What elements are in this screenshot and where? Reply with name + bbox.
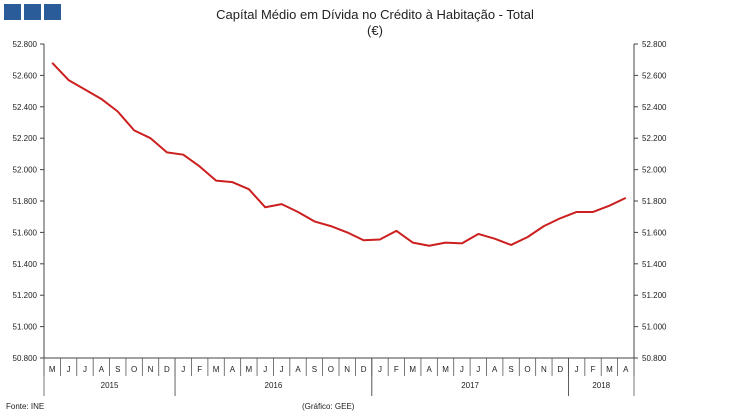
y-tick-label-left: 51.800 bbox=[13, 197, 38, 206]
y-tick-label-right: 51.800 bbox=[642, 197, 667, 206]
y-tick-label-left: 50.800 bbox=[13, 354, 38, 363]
y-tick-label-right: 52.600 bbox=[642, 71, 667, 80]
year-label: 2017 bbox=[461, 381, 479, 390]
x-tick-label: D bbox=[557, 365, 563, 374]
x-tick-label: J bbox=[280, 365, 284, 374]
logo bbox=[4, 4, 61, 20]
x-tick-label: A bbox=[492, 365, 498, 374]
x-tick-label: A bbox=[623, 365, 629, 374]
y-tick-label-right: 52.200 bbox=[642, 134, 667, 143]
y-tick-label-left: 52.000 bbox=[13, 166, 38, 175]
chart-credit: (Gráfico: GEE) bbox=[302, 402, 355, 411]
chart-title-block: Capítal Médio em Dívida no Crédito à Hab… bbox=[0, 7, 750, 39]
x-tick-label: S bbox=[115, 365, 120, 374]
chart-title: Capítal Médio em Dívida no Crédito à Hab… bbox=[216, 7, 534, 22]
x-tick-label: M bbox=[442, 365, 449, 374]
y-tick-label-right: 52.400 bbox=[642, 103, 667, 112]
x-tick-label: A bbox=[99, 365, 105, 374]
y-tick-label-right: 51.600 bbox=[642, 228, 667, 237]
x-tick-label: A bbox=[230, 365, 236, 374]
x-tick-label: M bbox=[49, 365, 56, 374]
x-tick-label: J bbox=[181, 365, 185, 374]
y-tick-label-right: 51.000 bbox=[642, 323, 667, 332]
logo-block bbox=[44, 4, 61, 20]
y-tick-label-right: 50.800 bbox=[642, 354, 667, 363]
y-tick-label-left: 51.400 bbox=[13, 260, 38, 269]
series-line bbox=[51, 62, 627, 247]
x-tick-label: J bbox=[460, 365, 464, 374]
x-tick-label: D bbox=[361, 365, 367, 374]
x-tick-label: J bbox=[575, 365, 579, 374]
x-tick-label: M bbox=[213, 365, 220, 374]
x-tick-label: M bbox=[246, 365, 253, 374]
x-tick-label: N bbox=[148, 365, 154, 374]
x-tick-label: D bbox=[164, 365, 170, 374]
year-label: 2018 bbox=[592, 381, 610, 390]
y-tick-label-right: 51.200 bbox=[642, 291, 667, 300]
logo-block bbox=[4, 4, 21, 20]
source-note: Fonte: INE bbox=[6, 402, 45, 411]
x-tick-label: N bbox=[541, 365, 547, 374]
y-tick-label-left: 52.400 bbox=[13, 103, 38, 112]
y-tick-label-left: 52.600 bbox=[13, 71, 38, 80]
x-tick-label: J bbox=[476, 365, 480, 374]
y-tick-label-left: 51.200 bbox=[13, 291, 38, 300]
chart-subtitle: (€) bbox=[367, 23, 383, 38]
x-tick-label: F bbox=[197, 365, 202, 374]
y-tick-label-right: 51.400 bbox=[642, 260, 667, 269]
x-tick-label: S bbox=[508, 365, 513, 374]
logo-block bbox=[24, 4, 41, 20]
y-tick-label-left: 51.600 bbox=[13, 228, 38, 237]
x-tick-label: J bbox=[378, 365, 382, 374]
y-tick-label-left: 52.800 bbox=[13, 40, 38, 49]
x-tick-label: N bbox=[344, 365, 350, 374]
x-tick-label: J bbox=[83, 365, 87, 374]
x-tick-label: F bbox=[394, 365, 399, 374]
year-label: 2016 bbox=[265, 381, 283, 390]
x-tick-label: J bbox=[67, 365, 71, 374]
x-tick-label: O bbox=[328, 365, 334, 374]
x-tick-label: A bbox=[295, 365, 301, 374]
year-label: 2015 bbox=[101, 381, 119, 390]
y-tick-label-right: 52.800 bbox=[642, 40, 667, 49]
x-tick-label: A bbox=[426, 365, 432, 374]
x-tick-label: F bbox=[591, 365, 596, 374]
y-tick-label-left: 52.200 bbox=[13, 134, 38, 143]
x-tick-label: M bbox=[606, 365, 613, 374]
y-tick-label-right: 52.000 bbox=[642, 166, 667, 175]
x-tick-label: J bbox=[263, 365, 267, 374]
x-tick-label: M bbox=[409, 365, 416, 374]
x-tick-label: S bbox=[312, 365, 317, 374]
y-tick-label-left: 51.000 bbox=[13, 323, 38, 332]
x-tick-label: O bbox=[524, 365, 530, 374]
x-tick-label: O bbox=[131, 365, 137, 374]
